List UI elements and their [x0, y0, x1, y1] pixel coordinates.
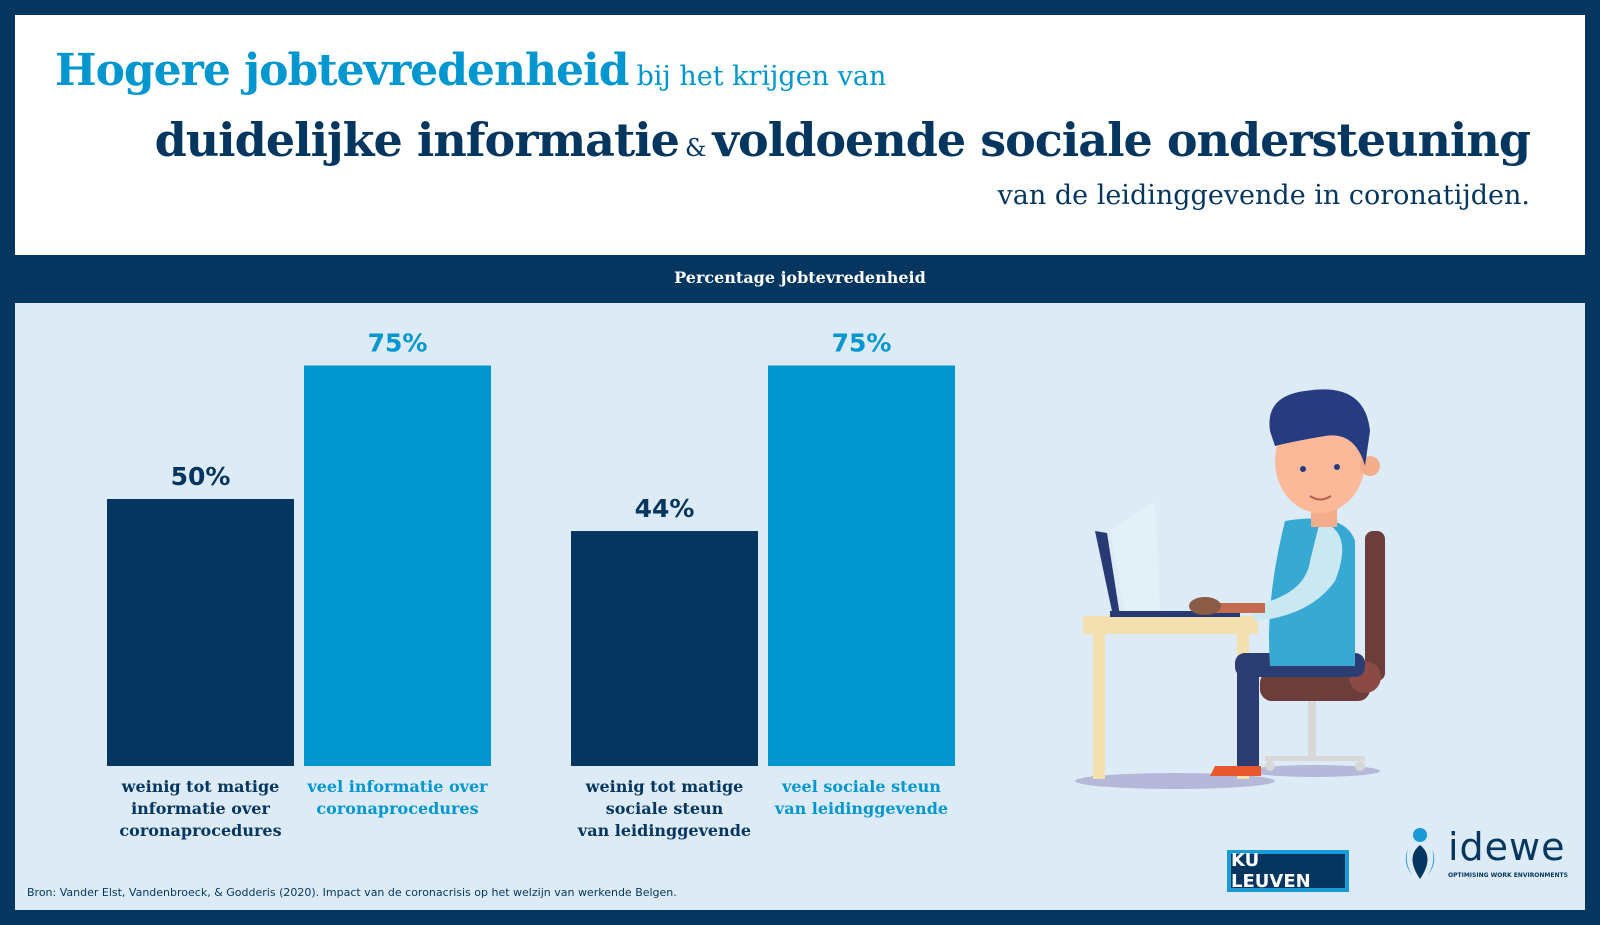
- chart-title: Percentage jobtevredenheid: [674, 268, 926, 287]
- category-label-line: veel informatie over: [307, 777, 488, 796]
- category-label-line: weinig tot matige: [121, 777, 280, 796]
- bar-3: [571, 531, 758, 766]
- man-working-at-laptop-illustration: [1075, 389, 1385, 789]
- bar-1: [107, 499, 294, 766]
- title-line-2: duidelijke informatie & voldoende sociale …: [154, 113, 1531, 167]
- title-rest: bij het krijgen van: [636, 61, 887, 92]
- category-label-1: weinig tot matige informatie over coronapr…: [81, 776, 321, 842]
- header: Hogere jobtevredenheid bij het krijgen va…: [15, 15, 1585, 255]
- ku-leuven-logo: KU LEUVEN: [1227, 850, 1349, 892]
- chart-panel: 50% 75% 44% 75% weinig tot matige informatie…: [15, 303, 1585, 910]
- title-line-3: van de leidinggevende in coronatijden.: [997, 180, 1530, 211]
- title-ampersand: &: [684, 134, 707, 162]
- idewe-wordmark: idewe: [1448, 825, 1566, 869]
- value-label-4: 75%: [832, 329, 892, 358]
- title-line-1: Hogere jobtevredenheid bij het krijgen va…: [55, 45, 886, 96]
- idewe-tagline: OPTIMISING WORK ENVIRONMENTS: [1448, 872, 1568, 879]
- category-label-2: veel informatie over coronaprocedures: [278, 776, 518, 820]
- idewe-person-icon: [1405, 828, 1435, 879]
- category-label-line: van leidinggevende: [774, 799, 949, 818]
- title-part-info: duidelijke informatie: [154, 113, 680, 167]
- bar-4: [768, 365, 955, 766]
- category-label-line: coronaprocedures: [316, 799, 479, 818]
- bar-2: [304, 365, 491, 766]
- category-label-line: informatie over: [131, 799, 270, 818]
- title-part-support: voldoende sociale ondersteuning: [712, 113, 1531, 167]
- bar-chart: 50% 75% 44% 75%: [107, 329, 955, 766]
- category-label-4: veel sociale steun van leidinggevende: [742, 776, 982, 820]
- category-label-line: weinig tot matige: [585, 777, 744, 796]
- value-label-3: 44%: [635, 494, 695, 523]
- title-main: Hogere jobtevredenheid: [55, 45, 629, 96]
- category-label-line: veel sociale steun: [782, 777, 941, 796]
- category-label-line: coronaprocedures: [119, 821, 282, 840]
- value-label-2: 75%: [368, 329, 428, 358]
- idewe-logo: idewe OPTIMISING WORK ENVIRONMENTS: [1400, 825, 1580, 885]
- category-label-line: sociale steun: [605, 799, 724, 818]
- category-label-line: van leidinggevende: [577, 821, 752, 840]
- source-note: Bron: Vander Elst, Vandenbroeck, & Godde…: [27, 886, 677, 899]
- category-label-3: weinig tot matige sociale steun van leidin…: [545, 776, 785, 842]
- value-label-1: 50%: [171, 462, 231, 491]
